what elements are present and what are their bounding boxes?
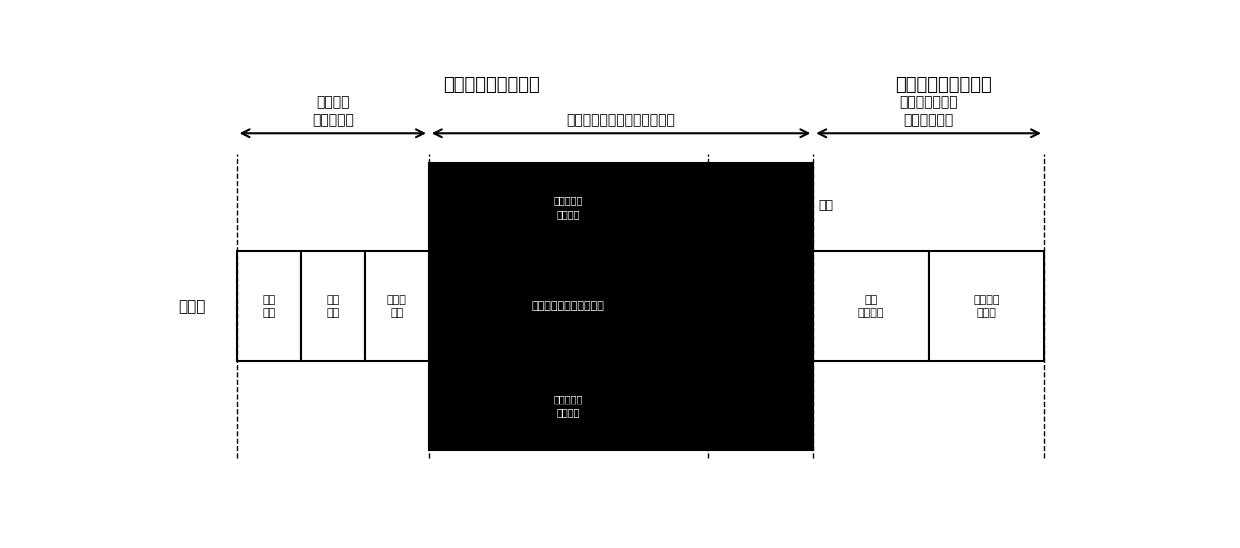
Text: 图着色二级分配方案: 图着色二级分配方案	[894, 76, 992, 94]
Bar	[301, 252, 365, 361]
Bar	[365, 252, 429, 361]
Text: 估计邻
居数: 估计邻 居数	[387, 295, 407, 318]
Text: 标签、退避
竞争响应: 标签、退避 竞争响应	[553, 394, 583, 417]
Text: 时间
同步: 时间 同步	[262, 295, 275, 318]
Text: 选择
颜色: 选择 颜色	[326, 295, 340, 318]
Bar	[429, 163, 708, 252]
Text: 空闲时隙的估计
和再分配阶段: 空闲时隙的估计 和再分配阶段	[899, 96, 959, 127]
Text: 标签、退避
竞争响应: 标签、退避 竞争响应	[553, 196, 583, 219]
Text: 时隙资源竞争与退避判断: 时隙资源竞争与退避判断	[532, 301, 605, 311]
Bar	[929, 252, 1044, 361]
Text: 触发: 触发	[818, 198, 833, 212]
Text: 空闲时隙
再分配: 空闲时隙 再分配	[973, 295, 999, 318]
Bar	[429, 252, 708, 361]
Bar	[708, 252, 813, 361]
Bar	[237, 252, 301, 361]
Text: 阅读器: 阅读器	[177, 299, 205, 314]
Bar	[429, 361, 708, 450]
Text: 时隙资源竞争与退避判断阶段: 时隙资源竞争与退避判断阶段	[567, 113, 676, 127]
Bar	[708, 163, 813, 252]
Bar	[708, 361, 813, 450]
Bar	[813, 252, 929, 361]
Text: 颜色时隙
初始化阶段: 颜色时隙 初始化阶段	[311, 96, 353, 127]
Text: 图着色一级分配方案: 图着色一级分配方案	[443, 76, 539, 94]
Text: 估计
空闲时隙: 估计 空闲时隙	[858, 295, 884, 318]
